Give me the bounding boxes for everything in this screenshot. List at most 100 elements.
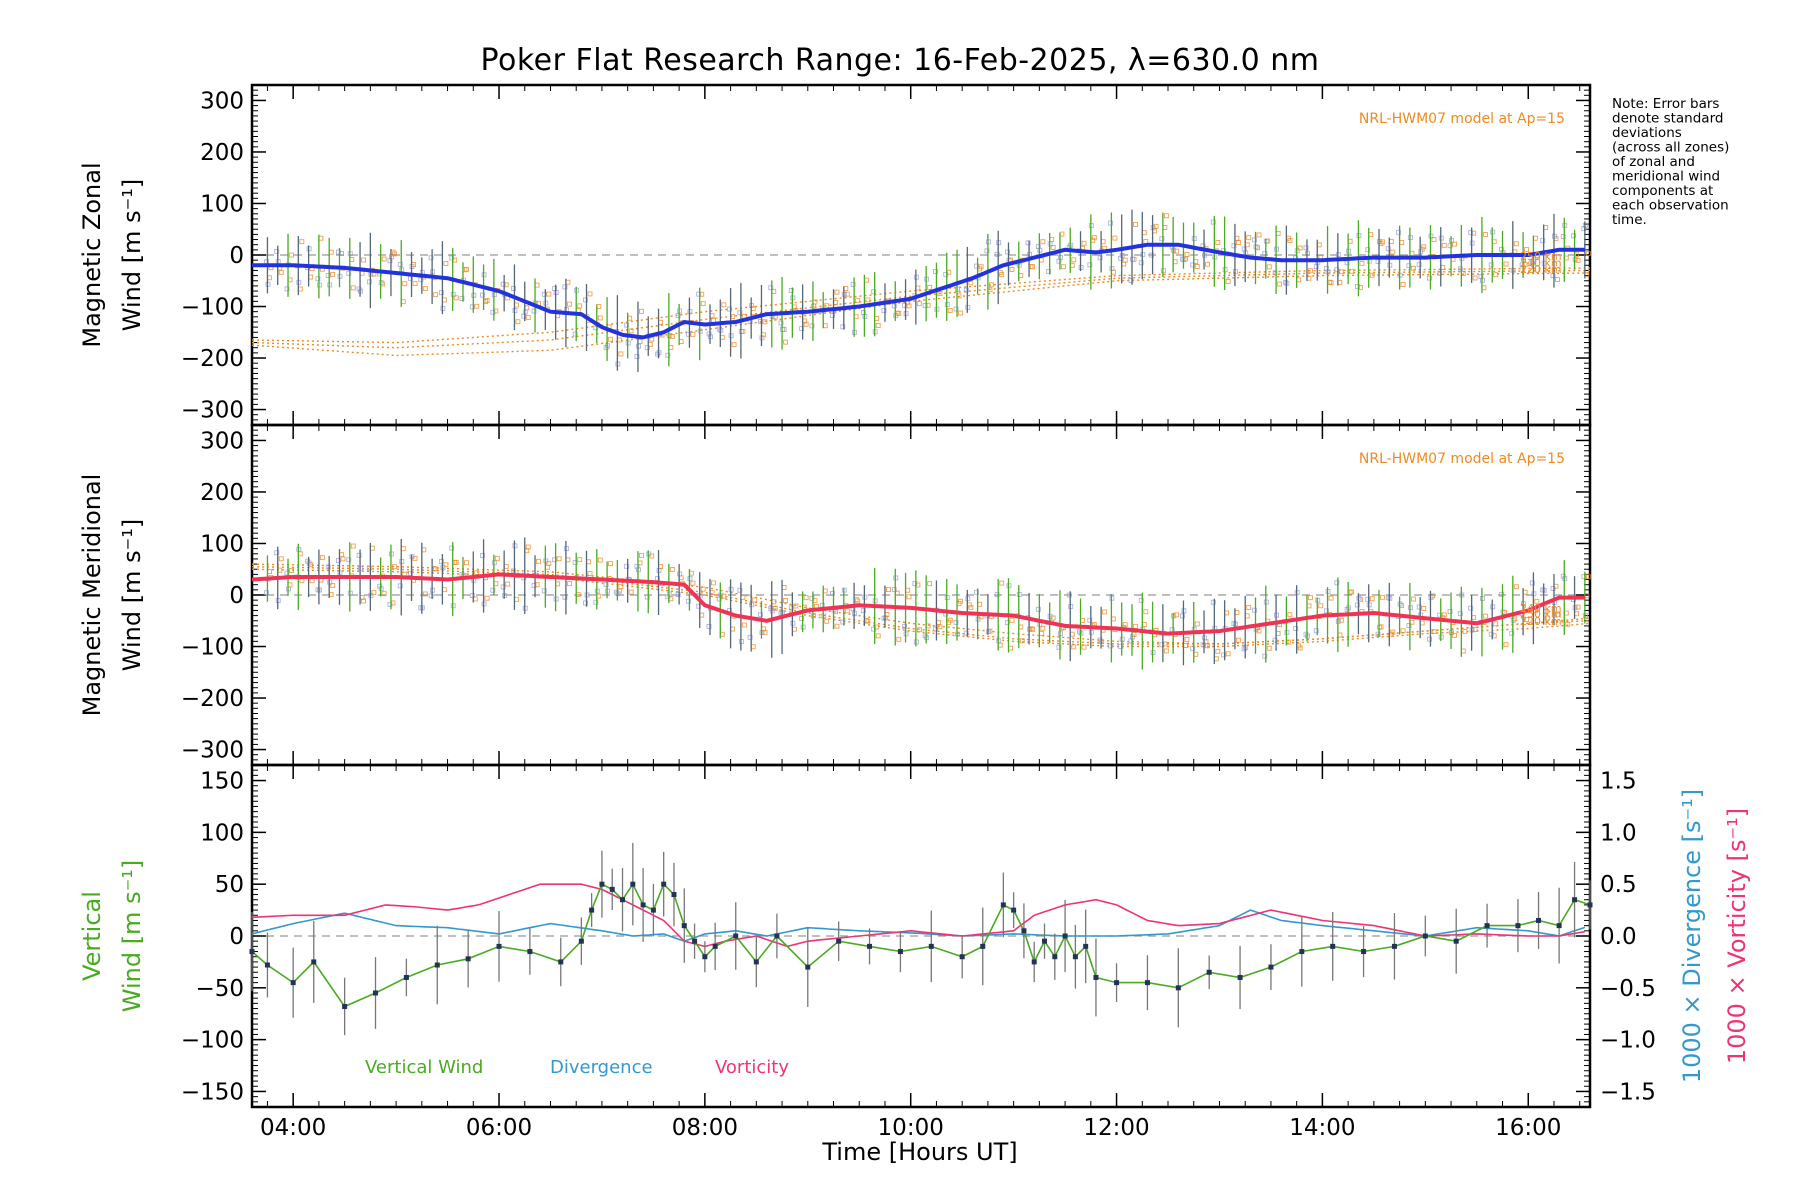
zonal-zone-point xyxy=(932,269,938,275)
zonal-zone-point xyxy=(1060,264,1066,270)
zonal-zone-point xyxy=(1138,260,1144,266)
meridional-zone-point xyxy=(1293,626,1299,631)
meridional-zone-point xyxy=(1287,612,1293,618)
meridional-zone-point xyxy=(1210,599,1216,605)
meridional-zone-point xyxy=(1005,620,1010,626)
vertical-wind-point xyxy=(1114,980,1120,986)
vertical-ytick-label: 150 xyxy=(200,769,244,795)
zonal-zone-point xyxy=(1427,275,1432,281)
vertical-wind-point xyxy=(1206,969,1212,975)
zonal-zone-point xyxy=(865,297,871,303)
meridional-zone-point xyxy=(1585,574,1591,580)
zonal-zone-point xyxy=(336,249,341,255)
zonal-zone-point xyxy=(1071,257,1077,263)
meridional-zone-point xyxy=(902,623,908,629)
meridional-zone-point xyxy=(1509,630,1515,636)
zonal-zone-point xyxy=(922,303,928,308)
meridional-zone-point xyxy=(1328,595,1334,601)
meridional-zone-point xyxy=(583,600,588,606)
zonal-zone-point xyxy=(1560,234,1566,239)
zonal-zone-point xyxy=(453,295,459,301)
vertical-wind-point xyxy=(1361,949,1367,955)
zonal-zone-point xyxy=(1400,281,1406,287)
meridional-zone-point xyxy=(1066,592,1072,598)
meridional-zone-point xyxy=(1194,621,1200,627)
meridional-zone-point xyxy=(1524,617,1530,622)
zonal-zone-point xyxy=(1050,244,1056,250)
vertical-wind-point xyxy=(1042,938,1048,944)
zonal-zone-point xyxy=(1452,241,1458,247)
meridional-zone-point xyxy=(1416,604,1422,610)
meridional-zone-point xyxy=(1035,606,1041,612)
meridional-zone-point xyxy=(947,617,953,623)
zonal-zone-point xyxy=(1097,255,1103,261)
zonal-zone-point xyxy=(480,292,486,298)
legend-entry: Vorticity xyxy=(715,1057,789,1078)
meridional-zone-point xyxy=(1503,642,1509,648)
meridional-zone-point xyxy=(1354,602,1360,608)
meridional-zone-point xyxy=(1009,617,1015,623)
zonal-zone-point xyxy=(1380,239,1385,245)
x-tick-label: 08:00 xyxy=(672,1115,738,1141)
zonal-zone-point xyxy=(1262,250,1268,256)
zonal-zone-point xyxy=(902,302,908,308)
meridional-zone-point xyxy=(772,605,778,611)
vertical-wind-point xyxy=(527,949,533,955)
meridional-zone-point xyxy=(1174,612,1180,618)
meridional-zone-point xyxy=(1324,608,1329,614)
zonal-zone-point xyxy=(788,288,794,293)
zonal-zone-point xyxy=(541,291,547,297)
zonal-zone-point xyxy=(871,289,877,295)
zonal-ytick-label: −300 xyxy=(181,398,244,424)
vertical-wind-point xyxy=(290,980,296,986)
zonal-zone-point xyxy=(988,282,994,288)
zonal-zone-point xyxy=(350,285,356,291)
zonal-zone-point xyxy=(634,354,640,360)
meridional-zone-point xyxy=(762,629,768,635)
vertical-right-tick-label: 0.5 xyxy=(1600,872,1637,898)
meridional-ytick-label: −300 xyxy=(181,738,244,764)
meridional-zone-point xyxy=(464,560,469,566)
meridional-zone-point xyxy=(932,626,938,632)
zonal-zone-point xyxy=(562,284,568,290)
meridional-zone-point xyxy=(531,582,537,588)
meridional-zone-point xyxy=(391,564,397,570)
meridional-zone-point xyxy=(644,594,650,600)
zonal-zone-point xyxy=(366,279,372,285)
zonal-zone-point xyxy=(974,263,980,269)
meridional-zone-point xyxy=(330,583,336,588)
zonal-zone-point xyxy=(1354,283,1360,289)
meridional-zone-point xyxy=(1225,651,1231,657)
zonal-zone-point xyxy=(1005,249,1010,255)
meridional-zone-point xyxy=(546,560,552,566)
vertical-wind-point xyxy=(640,902,646,908)
zonal-zone-point xyxy=(511,286,516,291)
meridional-zone-point xyxy=(840,619,846,625)
zonal-zone-point xyxy=(1210,219,1216,225)
zonal-zone-point xyxy=(1308,268,1313,274)
meridional-zone-point xyxy=(453,559,459,565)
meridional-zone-point xyxy=(428,593,434,599)
meridional-zone-point xyxy=(1107,643,1113,649)
zonal-zone-point xyxy=(1112,235,1118,241)
note-line: components at xyxy=(1612,183,1713,199)
zonal-model-curve xyxy=(251,267,1591,344)
meridional-zone-point xyxy=(556,556,562,562)
zonal-ytick-label: 300 xyxy=(200,88,244,114)
zonal-zone-point xyxy=(566,301,572,307)
meridional-zone-point xyxy=(593,599,599,605)
meridional-zone-point xyxy=(1493,621,1499,627)
zonal-zone-point xyxy=(1194,263,1200,269)
meridional-zone-point xyxy=(896,636,902,642)
meridional-zone-point xyxy=(438,559,444,564)
zonal-zone-point xyxy=(1447,243,1453,249)
zonal-altitude-label: 240 km xyxy=(1520,257,1562,270)
meridional-ytick-label: 300 xyxy=(200,428,244,454)
zonal-zone-point xyxy=(978,264,984,270)
zonal-zone-point xyxy=(783,339,789,345)
vertical-wind-point xyxy=(671,892,677,898)
meridional-zone-point xyxy=(994,592,1000,598)
zonal-zone-point xyxy=(1266,264,1272,270)
note-line: of zonal and xyxy=(1612,154,1695,170)
